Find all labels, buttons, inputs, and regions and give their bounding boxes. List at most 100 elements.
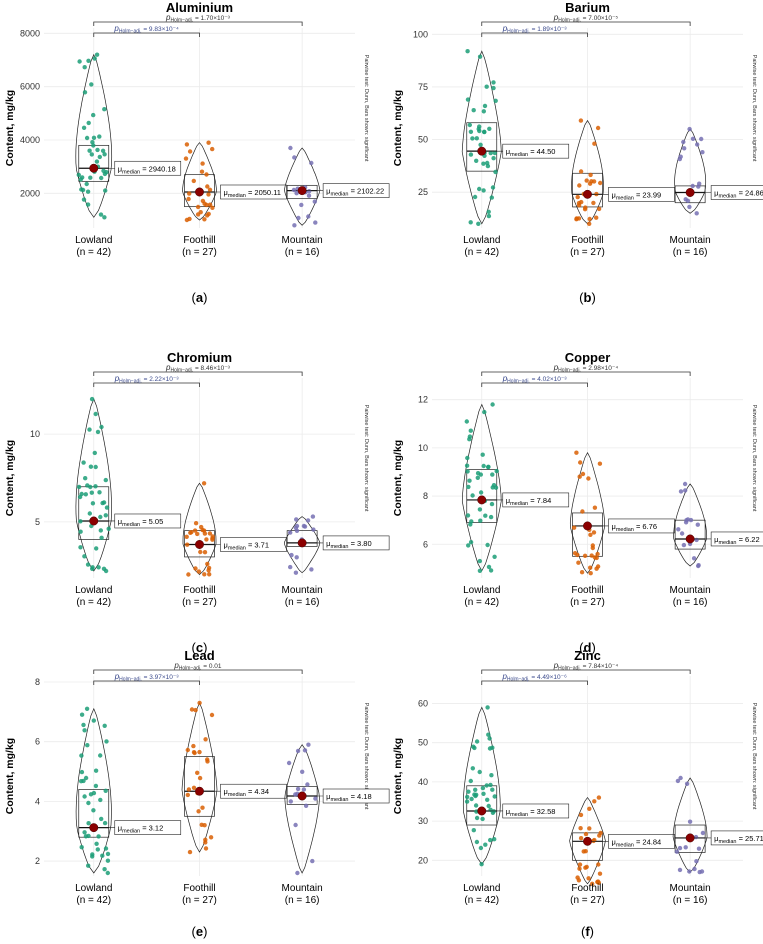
data-point: [473, 787, 478, 792]
data-point: [480, 816, 485, 822]
data-point: [490, 787, 495, 792]
data-point: [687, 204, 692, 210]
data-point: [678, 489, 684, 494]
category-label: Lowland: [463, 883, 500, 894]
data-point: [200, 198, 206, 204]
median-label-box: [710, 185, 763, 200]
p-value-label: pHolm−adj. = 4.49×10⁻⁶: [501, 672, 567, 683]
y-tick-label: 6: [35, 737, 40, 747]
data-point: [474, 158, 479, 163]
subfigure-label: (a): [192, 290, 208, 305]
data-point: [201, 481, 207, 486]
data-point: [595, 125, 601, 131]
panel-title: Chromium: [167, 350, 232, 365]
data-point: [575, 552, 580, 558]
data-point: [85, 189, 91, 194]
data-point: [90, 565, 95, 570]
data-point: [694, 537, 699, 543]
bracket-line: [93, 680, 200, 685]
bracket-line: [481, 21, 691, 26]
data-point: [582, 207, 588, 212]
data-point: [586, 476, 591, 481]
data-point: [477, 186, 482, 192]
data-point: [588, 532, 593, 537]
data-point: [207, 202, 213, 207]
data-point: [84, 181, 89, 187]
data-point: [77, 494, 83, 500]
data-point: [474, 136, 479, 141]
data-point: [202, 217, 207, 222]
data-point: [683, 488, 688, 493]
data-point: [94, 841, 99, 846]
side-note: Pairwise test: Dunn, Bars shown: signifi…: [751, 405, 757, 512]
data-point: [80, 187, 86, 193]
y-tick-label: 2000: [20, 188, 40, 198]
data-point: [492, 794, 497, 799]
data-point: [684, 781, 690, 786]
y-tick-label: 4000: [20, 135, 40, 145]
box-iqr: [184, 756, 215, 817]
data-point: [597, 871, 603, 876]
p-value-label: pHolm−adj. = 7.00×10⁻⁵: [553, 13, 619, 24]
side-note: Pairwise test: Dunn, Bars shown: signifi…: [363, 703, 369, 810]
data-point: [588, 571, 593, 576]
data-point: [488, 782, 493, 788]
data-point: [98, 797, 103, 803]
data-point: [191, 178, 196, 184]
data-point: [188, 530, 193, 535]
data-point: [591, 179, 597, 184]
category-label: Mountain: [670, 235, 711, 246]
median-dot: [89, 163, 99, 173]
data-point: [700, 830, 706, 836]
y-tick-label: 40: [418, 777, 428, 787]
group-mountain: μmedian = 4.18: [284, 742, 390, 876]
data-point: [584, 864, 589, 870]
box-iqr: [184, 530, 215, 558]
data-point: [104, 505, 110, 510]
category-label: Lowland: [463, 235, 500, 246]
data-point: [578, 836, 584, 841]
data-point: [592, 837, 597, 843]
y-tick-label: 75: [418, 82, 428, 92]
p-value-label: pHolm−adj. = 8.46×10⁻³: [165, 363, 231, 374]
median-label: μmedian = 3.71: [224, 540, 270, 551]
data-point: [89, 396, 95, 402]
category-label: Lowland: [75, 585, 112, 596]
data-point: [478, 490, 484, 495]
data-point: [489, 501, 495, 507]
group-foothill: μmedian = 4.34: [181, 700, 287, 855]
panel-title: Lead: [184, 648, 214, 663]
data-point: [588, 172, 593, 178]
data-point: [203, 737, 208, 742]
data-point: [309, 160, 314, 166]
data-point: [76, 484, 82, 490]
group-lowland: μmedian = 7.84: [461, 402, 570, 573]
side-note: Pairwise test: Dunn, Bars shown: signifi…: [363, 405, 369, 512]
data-point: [85, 562, 91, 567]
data-point: [307, 189, 312, 194]
subfigure-label: (e): [192, 924, 208, 939]
category-label: Mountain: [282, 883, 323, 894]
data-point: [97, 134, 102, 139]
data-point: [592, 555, 598, 560]
median-label-box: [114, 513, 182, 529]
box-iqr: [286, 184, 318, 200]
data-point: [576, 560, 581, 565]
data-point: [98, 514, 103, 520]
group-lowland: μmedian = 3.12: [75, 706, 182, 876]
data-point: [195, 770, 200, 775]
n-count-label: (n = 16): [285, 597, 320, 608]
data-point: [301, 523, 307, 529]
data-point: [486, 732, 491, 737]
median-label: μmedian = 4.34: [224, 787, 270, 798]
data-point: [187, 149, 193, 154]
data-point: [186, 787, 192, 792]
data-point: [81, 197, 87, 202]
data-point: [97, 490, 102, 495]
data-point: [300, 769, 305, 774]
y-axis-label: Content, mg/kg: [4, 90, 16, 166]
data-point: [301, 787, 307, 792]
data-point: [295, 748, 301, 754]
data-point: [470, 766, 475, 771]
data-point: [286, 760, 292, 766]
